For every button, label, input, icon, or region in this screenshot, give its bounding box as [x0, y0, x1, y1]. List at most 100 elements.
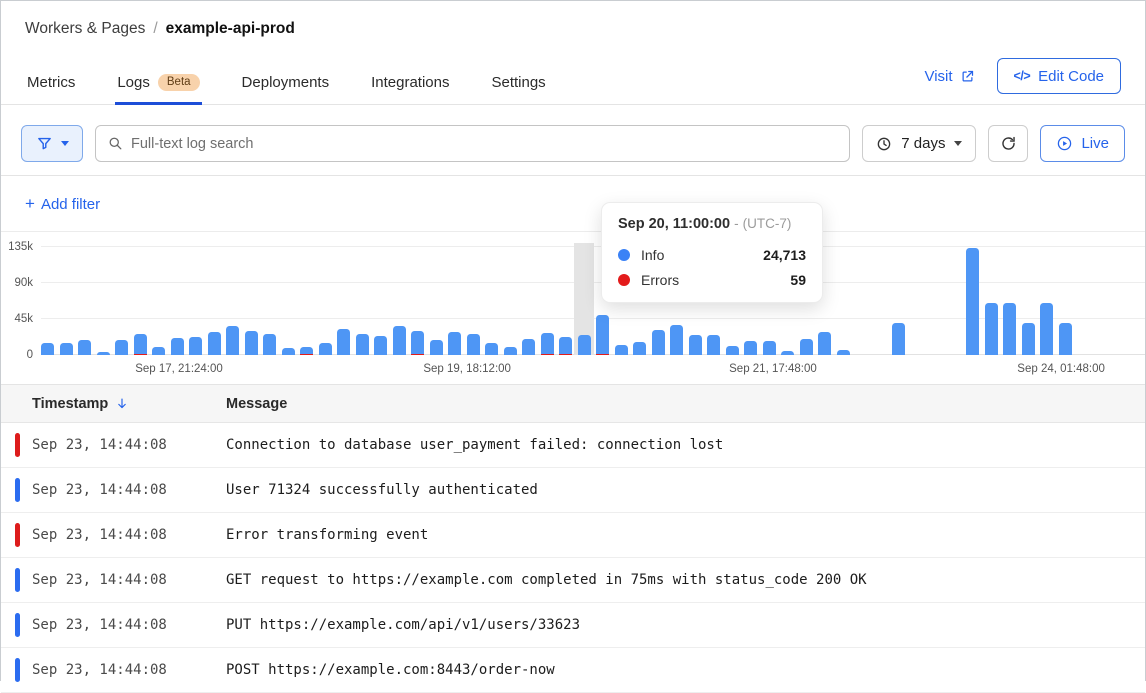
filter-dropdown-button[interactable] [21, 125, 83, 162]
log-message: POST https://example.com:8443/order-now [226, 662, 555, 678]
page-title: example-api-prod [165, 20, 295, 37]
chart-bar-error-segment [596, 353, 609, 355]
chart-bar[interactable] [559, 336, 572, 355]
add-filter-row: + Add filter [1, 176, 1145, 232]
refresh-button[interactable] [988, 125, 1029, 162]
chart-bar[interactable] [1058, 323, 1072, 355]
chart-bar[interactable] [836, 350, 850, 355]
log-level-indicator [15, 568, 20, 592]
chart-bar[interactable] [762, 341, 776, 355]
chart-bar-error-segment [300, 353, 313, 355]
table-row[interactable]: Sep 23, 14:44:08 PUT https://example.com/… [1, 603, 1145, 648]
tooltip-series-row: Info 24,713 [618, 247, 806, 263]
chart-bar[interactable] [744, 341, 757, 355]
tab-logs[interactable]: Logs Beta [115, 70, 202, 105]
chart-hover-band [573, 243, 595, 355]
refresh-icon [1000, 135, 1017, 152]
filter-bar: 7 days Live [1, 105, 1145, 176]
chart-bar[interactable] [1040, 303, 1053, 355]
chart-bar[interactable] [503, 347, 517, 355]
chart-bar[interactable] [1021, 323, 1035, 355]
beta-badge: Beta [157, 73, 200, 91]
chart-bar[interactable] [540, 333, 554, 355]
tooltip-series-label: Errors [641, 272, 680, 288]
chart-bar[interactable] [577, 335, 591, 355]
chart-bar[interactable] [633, 342, 646, 355]
chart-bar[interactable] [96, 352, 110, 355]
chart-bar[interactable] [707, 335, 720, 355]
column-header-timestamp[interactable]: Timestamp [32, 396, 210, 412]
chart-bar[interactable] [226, 326, 239, 355]
live-button[interactable]: Live [1040, 125, 1125, 162]
chart-bar[interactable] [133, 334, 147, 355]
tab-settings[interactable]: Settings [491, 73, 546, 91]
chart-bar[interactable] [466, 334, 480, 355]
log-message: User 71324 successfully authenticated [226, 482, 538, 498]
chart-bar[interactable] [522, 339, 535, 355]
table-row[interactable]: Sep 23, 14:44:08 POST https://example.com… [1, 648, 1145, 693]
chart-bar[interactable] [614, 345, 628, 355]
table-row[interactable]: Sep 23, 14:44:08 GET request to https://e… [1, 558, 1145, 603]
chart-bar[interactable] [596, 315, 609, 355]
chart-bar[interactable] [392, 325, 406, 355]
visit-link[interactable]: Visit [924, 68, 974, 85]
search-box[interactable] [95, 125, 851, 162]
chart-bar[interactable] [781, 351, 794, 355]
table-row[interactable]: Sep 23, 14:44:08 Connection to database u… [1, 423, 1145, 468]
chart-bar[interactable] [670, 325, 683, 355]
y-tick-label: 0 [26, 349, 33, 361]
add-filter-button[interactable]: + Add filter [25, 194, 101, 213]
x-tick-label: Sep 19, 18:12:00 [423, 363, 511, 375]
tooltip-series-value: 59 [790, 272, 806, 288]
chart-bar[interactable] [411, 331, 424, 355]
chart-bar[interactable] [448, 331, 461, 355]
chart-bar[interactable] [115, 339, 128, 355]
chart-bar[interactable] [244, 331, 258, 355]
tab-metrics[interactable]: Metrics [27, 73, 76, 91]
chart-bar[interactable] [318, 342, 332, 355]
chart-bar[interactable] [207, 332, 221, 355]
external-link-icon [960, 69, 975, 84]
chart-bar[interactable] [152, 346, 165, 355]
y-tick-label: 135k [8, 241, 33, 253]
tab-integrations[interactable]: Integrations [371, 73, 450, 91]
chart-bar[interactable] [374, 336, 387, 355]
chart-bar[interactable] [337, 328, 350, 355]
x-tick-label: Sep 21, 17:48:00 [729, 363, 817, 375]
chart-bar[interactable] [429, 339, 443, 355]
chart-bar[interactable] [799, 339, 813, 355]
chart-bar-error-segment [559, 353, 572, 355]
chart-bar[interactable] [892, 323, 905, 355]
chart-bar[interactable] [170, 338, 184, 355]
edit-code-button[interactable]: </> Edit Code [996, 58, 1121, 94]
chart-bar[interactable] [189, 337, 202, 355]
breadcrumb-section[interactable]: Workers & Pages [25, 20, 146, 37]
chart-bar[interactable] [485, 343, 498, 355]
chart-bar[interactable] [725, 346, 739, 355]
search-input[interactable] [131, 135, 838, 152]
time-range-button[interactable]: 7 days [862, 125, 977, 162]
chart-bar[interactable] [651, 330, 665, 355]
chart-bar[interactable] [300, 347, 313, 355]
chart-tooltip: Sep 20, 11:00:00 - (UTC-7) Info 24,713 E… [601, 202, 823, 303]
chart-bar[interactable] [688, 335, 702, 355]
tooltip-timezone: (UTC-7) [742, 216, 792, 231]
tab-deployments[interactable]: Deployments [241, 73, 330, 91]
table-row[interactable]: Sep 23, 14:44:08 Error transforming event [1, 513, 1145, 558]
chart-bar[interactable] [966, 247, 979, 355]
table-row[interactable]: Sep 23, 14:44:08 User 71324 successfully … [1, 468, 1145, 513]
chart-bar[interactable] [1003, 303, 1016, 355]
chart-bar[interactable] [78, 339, 91, 355]
log-table-body: Sep 23, 14:44:08 Connection to database u… [1, 423, 1145, 693]
chart-bar[interactable] [41, 342, 54, 355]
chart-bar[interactable] [355, 333, 369, 355]
log-timestamp: Sep 23, 14:44:08 [32, 617, 167, 633]
chart-bar[interactable] [263, 333, 276, 355]
chart-bar[interactable] [59, 342, 73, 355]
chart-plot [41, 243, 1145, 355]
chart-bar[interactable] [984, 303, 998, 355]
chart-bar[interactable] [818, 331, 831, 355]
chart-bar[interactable] [281, 348, 295, 355]
tooltip-series-dot [618, 274, 630, 286]
log-message: Connection to database user_payment fail… [226, 437, 724, 453]
